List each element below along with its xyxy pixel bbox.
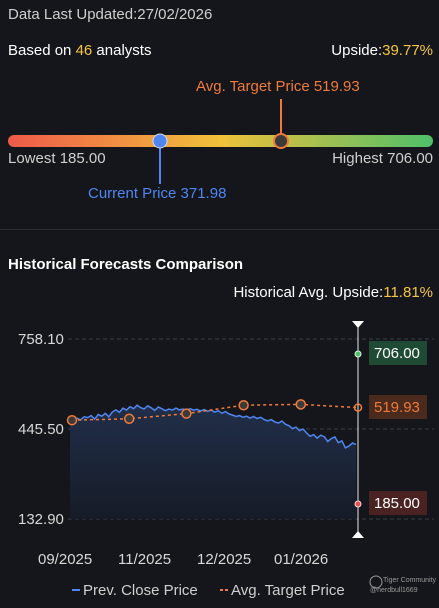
target-marker-label: 519.93	[374, 399, 420, 416]
y-tick-bottom: 132.90	[18, 511, 64, 528]
avg-target-point-3	[181, 408, 192, 419]
upside-value: 39.77%	[382, 42, 433, 59]
highest-point	[354, 350, 362, 358]
avg-target-point-2	[123, 413, 135, 425]
y-tick-mid: 445.50	[18, 421, 64, 438]
x-tick-3: 12/2025	[197, 551, 251, 568]
highest-label-box	[369, 341, 427, 365]
prev-close-line	[69, 404, 357, 449]
legend-target-label: Avg. Target Price	[231, 582, 345, 599]
historical-title: Historical Forecasts Comparison	[8, 256, 244, 273]
data-last-updated: Data Last Updated:27/02/2026	[8, 6, 213, 23]
avg-target-label: Avg. Target Price 519.93	[196, 78, 360, 95]
legend-price-label: Prev. Close Price	[83, 582, 198, 599]
watermark: Tiger Community @nerdbull1669	[370, 576, 436, 596]
avg-target-points	[66, 399, 307, 426]
y-tick-top: 758.10	[18, 331, 64, 348]
gauge-bar	[8, 135, 433, 147]
historical-upside-value: 11.81%	[383, 284, 433, 301]
x-tick-1: 09/2025	[38, 551, 92, 568]
target-point	[353, 403, 363, 412]
avg-target-point-4	[238, 399, 249, 411]
highest-marker-label: 706.00	[374, 345, 420, 362]
highest-label: Highest 706.00	[332, 150, 433, 167]
x-tick-4: 01/2026	[274, 551, 328, 568]
current-marker	[152, 133, 168, 149]
historical-upside: Historical Avg. Upside:11.81%	[233, 284, 433, 301]
target-marker	[273, 133, 289, 149]
cursor-top-handle-icon[interactable]	[352, 321, 364, 328]
lowest-point	[354, 500, 362, 508]
section-divider	[0, 229, 439, 230]
lowest-label: Lowest 185.00	[8, 150, 106, 167]
x-tick-2: 11/2025	[118, 551, 171, 568]
avg-target-point-1	[66, 414, 78, 426]
watermark-user: @nerdbull1669	[370, 587, 418, 594]
analyst-count: 46	[75, 42, 93, 59]
tiger-logo-icon	[369, 575, 383, 589]
avg-target-point-5	[295, 399, 307, 410]
lowest-label-box	[369, 491, 427, 515]
target-label-box	[369, 395, 427, 419]
price-area	[70, 405, 356, 519]
lowest-marker-label: 185.00	[374, 495, 420, 512]
current-price-label: Current Price 371.98	[88, 185, 227, 202]
upside-text: Upside:39.77%	[331, 42, 433, 59]
cursor-bottom-handle-icon[interactable]	[352, 531, 364, 538]
analyst-count-text: Based on 46 analysts	[8, 42, 152, 59]
watermark-brand: Tiger Community	[383, 577, 437, 584]
